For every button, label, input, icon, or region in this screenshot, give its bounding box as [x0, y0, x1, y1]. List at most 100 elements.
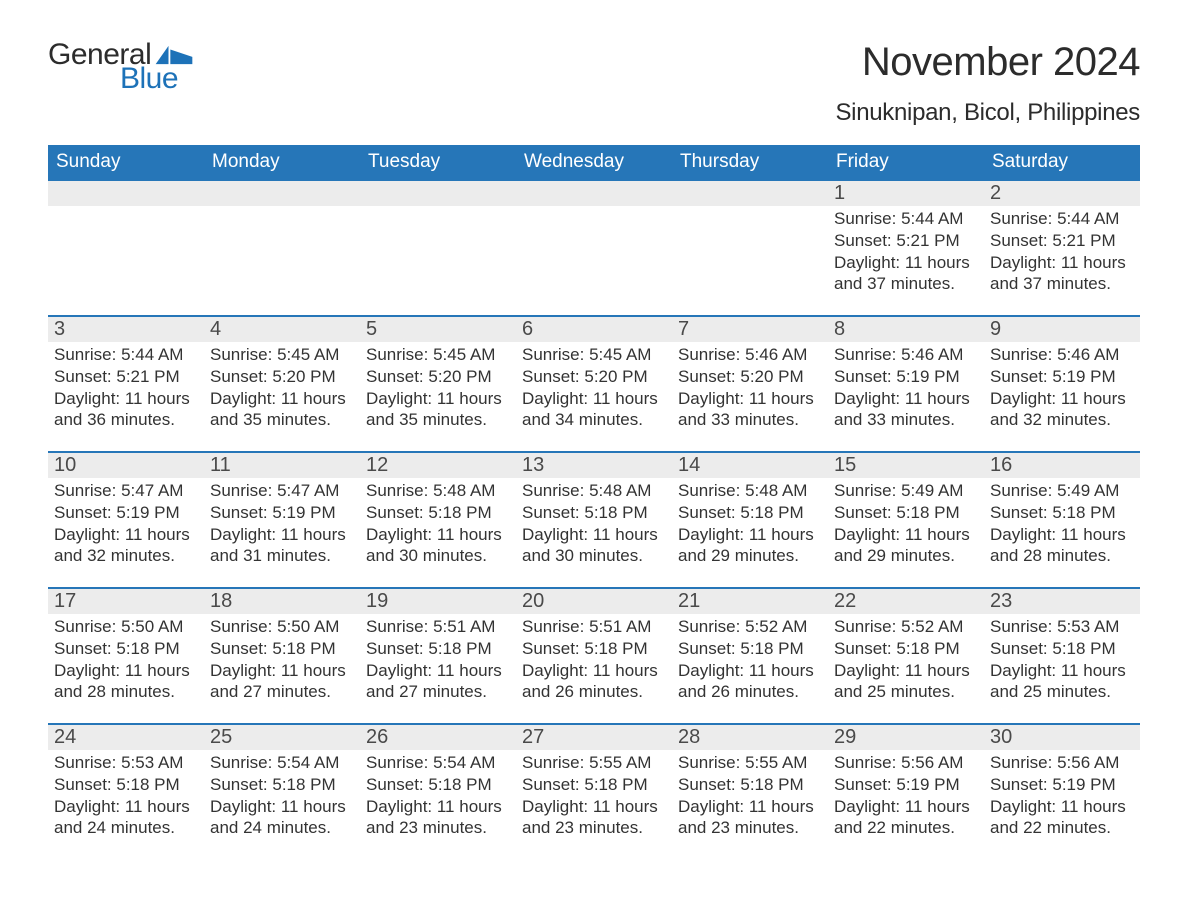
day-number: 7 — [672, 317, 828, 342]
day-number: 25 — [204, 725, 360, 750]
daynum-strip: 3456789 — [48, 315, 1140, 342]
day-dl1: Daylight: 11 hours — [990, 796, 1134, 818]
day-number: 12 — [360, 453, 516, 478]
day-sunset: Sunset: 5:20 PM — [678, 366, 822, 388]
day-dl2: and 23 minutes. — [522, 817, 666, 839]
month-title: November 2024 — [835, 40, 1140, 85]
day-dl2: and 30 minutes. — [522, 545, 666, 567]
day-sunset: Sunset: 5:18 PM — [210, 774, 354, 796]
day-number: 1 — [828, 181, 984, 206]
day-sunrise: Sunrise: 5:56 AM — [834, 752, 978, 774]
day-dl1: Daylight: 11 hours — [366, 388, 510, 410]
day-number: 20 — [516, 589, 672, 614]
day-dl1: Daylight: 11 hours — [210, 660, 354, 682]
week-content: Sunrise: 5:44 AMSunset: 5:21 PMDaylight:… — [48, 206, 1140, 315]
week-content: Sunrise: 5:44 AMSunset: 5:21 PMDaylight:… — [48, 342, 1140, 451]
day-dl2: and 32 minutes. — [990, 409, 1134, 431]
weekday-header-row: SundayMondayTuesdayWednesdayThursdayFrid… — [48, 145, 1140, 179]
day-number: 3 — [48, 317, 204, 342]
daynum-strip: 10111213141516 — [48, 451, 1140, 478]
day-sunrise: Sunrise: 5:44 AM — [834, 208, 978, 230]
day-cell: Sunrise: 5:50 AMSunset: 5:18 PMDaylight:… — [48, 614, 204, 723]
day-number — [360, 181, 516, 206]
day-cell — [48, 206, 204, 315]
day-sunrise: Sunrise: 5:46 AM — [678, 344, 822, 366]
day-number: 13 — [516, 453, 672, 478]
day-sunset: Sunset: 5:18 PM — [678, 502, 822, 524]
day-dl2: and 29 minutes. — [834, 545, 978, 567]
day-dl2: and 22 minutes. — [834, 817, 978, 839]
day-sunset: Sunset: 5:19 PM — [834, 366, 978, 388]
day-sunrise: Sunrise: 5:47 AM — [54, 480, 198, 502]
day-sunset: Sunset: 5:19 PM — [54, 502, 198, 524]
day-dl1: Daylight: 11 hours — [522, 660, 666, 682]
weekday-header: Saturday — [984, 145, 1140, 179]
day-number: 9 — [984, 317, 1140, 342]
day-dl2: and 23 minutes. — [366, 817, 510, 839]
day-sunset: Sunset: 5:20 PM — [366, 366, 510, 388]
day-number — [672, 181, 828, 206]
day-dl1: Daylight: 11 hours — [54, 388, 198, 410]
day-dl1: Daylight: 11 hours — [522, 388, 666, 410]
day-dl1: Daylight: 11 hours — [678, 524, 822, 546]
day-dl1: Daylight: 11 hours — [990, 524, 1134, 546]
day-sunset: Sunset: 5:18 PM — [522, 774, 666, 796]
weekday-header: Tuesday — [360, 145, 516, 179]
location-text: Sinuknipan, Bicol, Philippines — [835, 99, 1140, 127]
day-number: 10 — [48, 453, 204, 478]
day-sunset: Sunset: 5:20 PM — [210, 366, 354, 388]
day-cell: Sunrise: 5:46 AMSunset: 5:20 PMDaylight:… — [672, 342, 828, 451]
day-dl1: Daylight: 11 hours — [834, 796, 978, 818]
day-cell: Sunrise: 5:52 AMSunset: 5:18 PMDaylight:… — [672, 614, 828, 723]
day-sunrise: Sunrise: 5:46 AM — [990, 344, 1134, 366]
day-sunrise: Sunrise: 5:45 AM — [210, 344, 354, 366]
day-dl2: and 26 minutes. — [522, 681, 666, 703]
day-number: 4 — [204, 317, 360, 342]
day-number: 16 — [984, 453, 1140, 478]
day-cell: Sunrise: 5:55 AMSunset: 5:18 PMDaylight:… — [516, 750, 672, 843]
brand-logo: General Blue — [48, 40, 193, 94]
title-block: November 2024 Sinuknipan, Bicol, Philipp… — [835, 40, 1140, 127]
day-sunrise: Sunrise: 5:46 AM — [834, 344, 978, 366]
day-dl2: and 33 minutes. — [834, 409, 978, 431]
day-dl1: Daylight: 11 hours — [366, 524, 510, 546]
day-cell: Sunrise: 5:54 AMSunset: 5:18 PMDaylight:… — [360, 750, 516, 843]
day-cell: Sunrise: 5:50 AMSunset: 5:18 PMDaylight:… — [204, 614, 360, 723]
day-dl1: Daylight: 11 hours — [54, 660, 198, 682]
day-cell: Sunrise: 5:49 AMSunset: 5:18 PMDaylight:… — [984, 478, 1140, 587]
day-sunrise: Sunrise: 5:50 AM — [54, 616, 198, 638]
day-cell: Sunrise: 5:56 AMSunset: 5:19 PMDaylight:… — [984, 750, 1140, 843]
day-number: 27 — [516, 725, 672, 750]
weekday-header: Friday — [828, 145, 984, 179]
day-sunrise: Sunrise: 5:44 AM — [990, 208, 1134, 230]
weekday-header: Wednesday — [516, 145, 672, 179]
day-number: 22 — [828, 589, 984, 614]
day-sunset: Sunset: 5:21 PM — [54, 366, 198, 388]
day-cell: Sunrise: 5:44 AMSunset: 5:21 PMDaylight:… — [48, 342, 204, 451]
day-cell: Sunrise: 5:45 AMSunset: 5:20 PMDaylight:… — [204, 342, 360, 451]
day-sunset: Sunset: 5:18 PM — [834, 638, 978, 660]
day-sunset: Sunset: 5:21 PM — [990, 230, 1134, 252]
day-number: 8 — [828, 317, 984, 342]
day-sunset: Sunset: 5:19 PM — [210, 502, 354, 524]
day-sunrise: Sunrise: 5:50 AM — [210, 616, 354, 638]
day-dl2: and 32 minutes. — [54, 545, 198, 567]
day-dl2: and 36 minutes. — [54, 409, 198, 431]
day-dl2: and 28 minutes. — [990, 545, 1134, 567]
day-sunset: Sunset: 5:18 PM — [990, 638, 1134, 660]
day-sunrise: Sunrise: 5:54 AM — [366, 752, 510, 774]
day-dl1: Daylight: 11 hours — [210, 388, 354, 410]
day-cell: Sunrise: 5:48 AMSunset: 5:18 PMDaylight:… — [360, 478, 516, 587]
day-sunrise: Sunrise: 5:55 AM — [522, 752, 666, 774]
day-cell: Sunrise: 5:48 AMSunset: 5:18 PMDaylight:… — [672, 478, 828, 587]
day-dl1: Daylight: 11 hours — [834, 388, 978, 410]
weekday-header: Monday — [204, 145, 360, 179]
header-row: General Blue November 2024 Sinuknipan, B… — [48, 40, 1140, 127]
day-dl1: Daylight: 11 hours — [522, 524, 666, 546]
day-dl2: and 22 minutes. — [990, 817, 1134, 839]
day-sunset: Sunset: 5:18 PM — [54, 638, 198, 660]
day-number: 30 — [984, 725, 1140, 750]
day-dl1: Daylight: 11 hours — [678, 796, 822, 818]
day-sunrise: Sunrise: 5:54 AM — [210, 752, 354, 774]
day-number: 29 — [828, 725, 984, 750]
